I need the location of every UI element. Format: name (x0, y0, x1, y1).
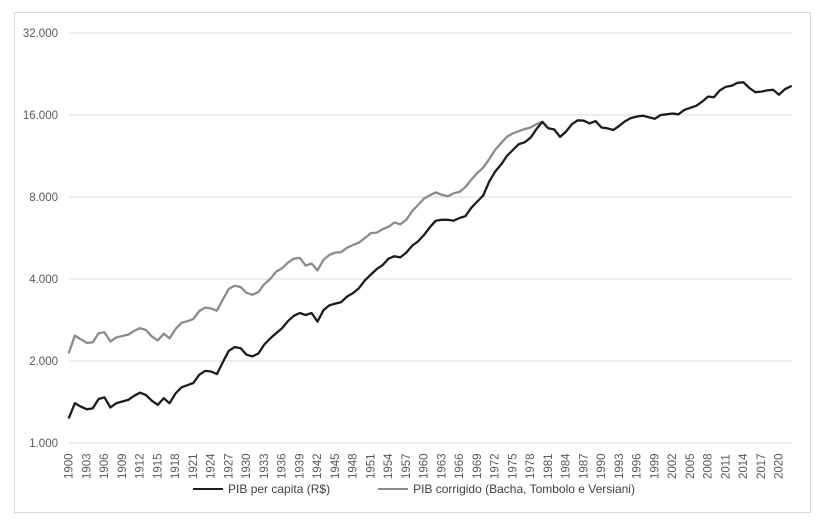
y-tick-label: 2.000 (29, 356, 58, 368)
x-tick-label: 2005 (685, 453, 697, 479)
x-tick-label: 1960 (419, 453, 431, 479)
x-tick-label: 1906 (99, 453, 111, 479)
x-tick-label: 1915 (152, 453, 164, 479)
x-tick-label: 2020 (774, 453, 786, 479)
series-line-pib-per-capita (67, 81, 792, 419)
x-tick-label: 1990 (596, 453, 608, 479)
x-tick-label: 1912 (135, 453, 147, 479)
x-tick-label: 1954 (383, 453, 395, 479)
legend-label-pib-corrigido: PIB corrigido (Bacha, Tombolo e Versiani… (413, 482, 635, 496)
x-tick-label: 1900 (64, 453, 76, 479)
x-tick-label: 1999 (649, 453, 661, 479)
y-tick-label: 8.000 (29, 192, 58, 204)
x-tick-label: 2017 (756, 453, 768, 479)
x-tick-label: 1942 (312, 453, 324, 479)
y-tick-label: 1.000 (29, 438, 58, 450)
x-tick-label: 1975 (507, 453, 519, 479)
chart-border (14, 12, 811, 513)
x-tick-label: 1984 (561, 453, 573, 479)
x-tick-label: 1966 (454, 453, 466, 479)
x-tick-label: 1909 (117, 453, 129, 479)
x-tick-label: 1951 (365, 453, 377, 479)
legend-item-pib-corrigido: PIB corrigido (Bacha, Tombolo e Versiani… (378, 482, 635, 496)
legend-item-pib-per-capita: PIB per capita (R$) (193, 482, 330, 496)
x-tick-label: 1978 (525, 453, 537, 479)
y-tick-label: 4.000 (29, 274, 58, 286)
x-tick-label: 2014 (738, 453, 750, 479)
x-tick-label: 2008 (703, 453, 715, 479)
x-tick-label: 1903 (81, 453, 93, 479)
x-tick-label: 1945 (330, 453, 342, 479)
series-line-pib-corrigido (67, 120, 544, 354)
x-tick-label: 1996 (632, 453, 644, 479)
black-line-sample-icon (193, 488, 224, 490)
y-tick-label: 16.000 (23, 110, 58, 122)
x-tick-label: 1963 (436, 453, 448, 479)
y-tick-label: 32.000 (23, 28, 58, 40)
x-tick-label: 1993 (614, 453, 626, 479)
x-tick-label: 1987 (578, 453, 590, 479)
x-tick-label: 1933 (259, 453, 271, 479)
x-tick-label: 1969 (472, 453, 484, 479)
x-tick-label: 1927 (223, 453, 235, 479)
x-tick-label: 1918 (170, 453, 182, 479)
chart-legend: PIB per capita (R$) PIB corrigido (Bacha… (0, 482, 828, 496)
x-tick-label: 1930 (241, 453, 253, 479)
x-tick-label: 1939 (294, 453, 306, 479)
gray-line-sample-icon (378, 488, 409, 490)
x-tick-label: 1924 (206, 453, 218, 479)
x-tick-label: 1936 (277, 453, 289, 479)
legend-label-pib-per-capita: PIB per capita (R$) (228, 482, 331, 496)
x-tick-label: 1981 (543, 453, 555, 479)
x-tick-label: 2011 (720, 454, 732, 479)
x-tick-label: 1921 (188, 453, 200, 479)
x-tick-label: 2002 (667, 453, 679, 479)
x-tick-label: 1948 (348, 453, 360, 479)
x-tick-label: 1972 (490, 453, 502, 479)
x-tick-label: 1957 (401, 453, 413, 479)
